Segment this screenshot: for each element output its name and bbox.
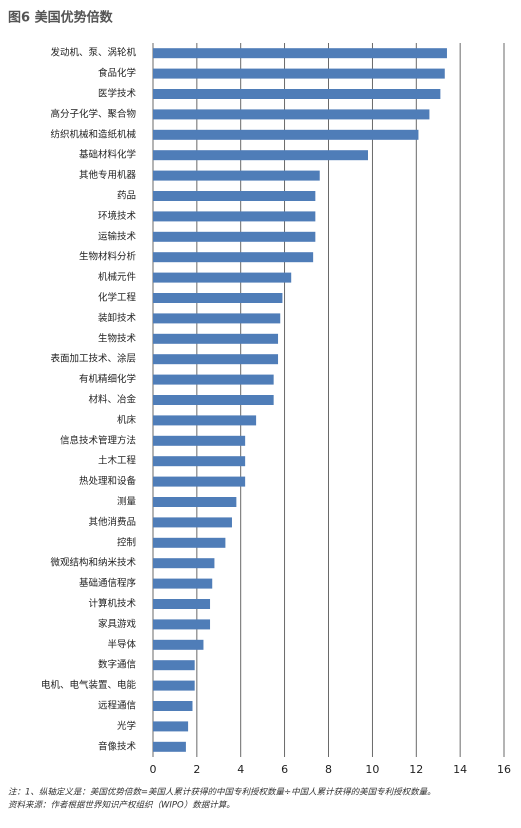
y-tick-label: 音像技术 [98, 740, 137, 752]
y-tick-label: 微观结构和纳米技术 [50, 557, 136, 569]
y-tick-label: 热处理和设备 [79, 475, 137, 487]
y-tick-label: 数字通信 [98, 659, 136, 671]
chart-title: 图6 美国优势倍数 [8, 10, 114, 26]
bar [153, 129, 419, 140]
bar [153, 537, 226, 548]
y-tick-label: 半导体 [107, 638, 136, 650]
bar [153, 89, 441, 99]
x-tick-label: 2 [193, 763, 200, 776]
bar [153, 252, 314, 263]
y-tick-label: 药品 [117, 191, 136, 202]
y-tick-label: 控制 [117, 536, 136, 548]
y-tick-label: 有机精细化学 [79, 373, 136, 385]
bar [153, 354, 279, 365]
bar [153, 476, 246, 487]
y-tick-label: 机床 [117, 414, 137, 426]
y-tick-label: 食品化学 [98, 67, 136, 79]
bar [153, 701, 193, 711]
bar [153, 680, 195, 691]
x-tick-label: 12 [409, 763, 423, 776]
y-tick-label: 材料、冶金 [88, 394, 136, 406]
y-tick-label: 土木工程 [98, 455, 137, 467]
bar [153, 231, 316, 242]
bar [153, 639, 204, 650]
bar [153, 150, 368, 161]
bar [153, 660, 195, 671]
bar [153, 333, 279, 344]
x-tick-label: 4 [237, 763, 244, 776]
y-tick-label: 生物技术 [98, 332, 137, 344]
y-tick-label: 其他消费品 [88, 516, 136, 528]
y-tick-label: 家具游戏 [98, 618, 137, 630]
y-tick-label: 表面加工技术、涂层 [50, 353, 136, 365]
bar [153, 293, 283, 303]
y-tick-label: 测量 [117, 497, 137, 508]
bar [153, 497, 237, 507]
y-tick-label: 电机、电气装置、电能 [41, 679, 137, 691]
y-tick-label: 基础材料化学 [79, 149, 136, 161]
y-tick-label: 纺织机械和造纸机械 [50, 128, 136, 140]
y-tick-label: 化学工程 [98, 292, 137, 304]
x-tick-label: 0 [150, 763, 157, 776]
bar [153, 374, 274, 385]
bar [153, 48, 447, 59]
y-tick-label: 基础通信程序 [79, 577, 137, 589]
y-tick-label: 远程通信 [98, 700, 136, 712]
bar [153, 599, 211, 609]
x-tick-label: 10 [365, 763, 379, 776]
bar [153, 395, 274, 405]
bar [153, 721, 189, 732]
y-tick-label: 其他专用机器 [79, 169, 137, 181]
x-tick-label: 6 [281, 763, 288, 776]
x-tick-label: 8 [325, 763, 332, 776]
y-tick-label: 发动机、泵、涡轮机 [50, 47, 136, 59]
bar [153, 272, 292, 283]
bar [153, 68, 445, 79]
y-tick-label: 医学技术 [98, 88, 137, 100]
bar [153, 558, 215, 569]
bar [153, 619, 211, 630]
y-tick-label: 高分子化学、聚合物 [50, 108, 136, 120]
y-tick-label: 运输技术 [98, 230, 137, 242]
bar [153, 109, 430, 120]
y-tick-label: 计算机技术 [88, 598, 136, 610]
note: 注：1、纵轴定义是：美国优势倍数=美国人累计获得的中国专利授权数量÷中国人累计获… [8, 787, 436, 798]
bar [153, 313, 281, 324]
y-tick-label: 生物材料分析 [79, 251, 137, 263]
source: 资料来源：作者根据世界知识产权组织（WIPO）数据计算。 [8, 800, 235, 811]
x-tick-label: 16 [497, 763, 511, 776]
bar [153, 456, 246, 467]
x-tick-label: 14 [453, 763, 467, 776]
bar [153, 170, 320, 181]
bar [153, 741, 186, 752]
y-tick-label: 机械元件 [98, 271, 137, 283]
bar [153, 211, 316, 222]
y-tick-label: 信息技术管理方法 [60, 434, 136, 446]
bar [153, 517, 232, 528]
bar [153, 435, 246, 446]
bar [153, 191, 316, 201]
y-tick-label: 光学 [117, 720, 136, 732]
y-tick-label: 装卸技术 [98, 312, 137, 324]
bar [153, 415, 257, 426]
bar [153, 578, 213, 589]
y-tick-label: 环境技术 [98, 210, 137, 222]
